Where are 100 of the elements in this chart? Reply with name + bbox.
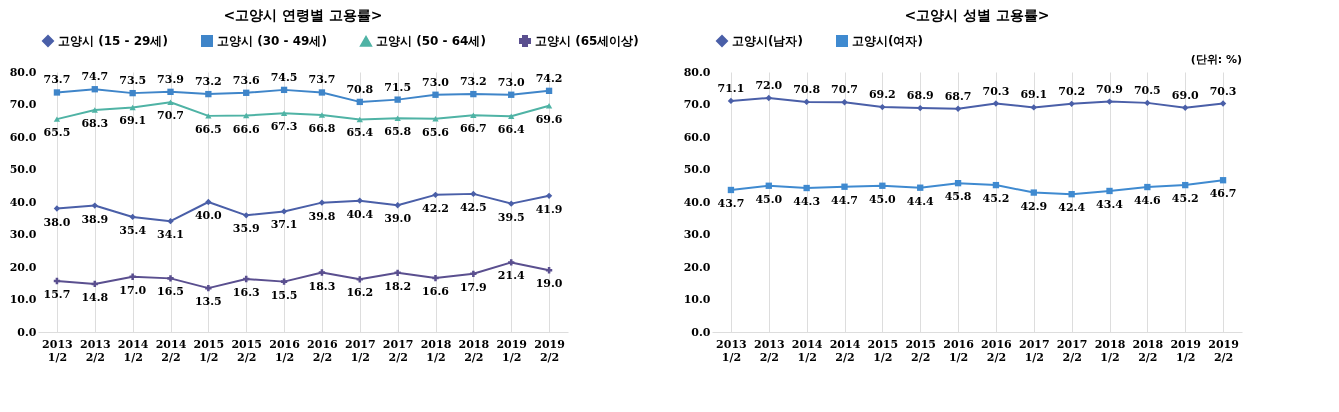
x-tick-label: 2017 2/2	[1056, 337, 1088, 364]
data-label: 73.7	[43, 73, 71, 87]
point	[879, 182, 886, 189]
data-label: 39.5	[497, 210, 525, 224]
data-label: 45.0	[755, 192, 783, 206]
y-tick-label: 60.0	[683, 130, 711, 144]
point	[470, 190, 477, 198]
data-label: 66.5	[194, 122, 222, 136]
data-label: 66.7	[459, 122, 487, 136]
point	[243, 212, 250, 219]
y-tick-label: 10.0	[683, 293, 711, 306]
data-label: 34.1	[157, 228, 184, 242]
point	[280, 110, 288, 117]
y-tick-label: 40.0	[683, 195, 711, 209]
x-tick-label: 2016 1/2	[269, 337, 301, 364]
x-tick-label: 2018 1/2	[1094, 337, 1126, 364]
data-label: 13.5	[194, 295, 222, 309]
data-label: 73.7	[308, 73, 336, 87]
data-label: 71.1	[717, 81, 745, 95]
data-label: 67.3	[270, 120, 298, 134]
x-tick-label: 2019 1/2	[496, 337, 528, 364]
point	[1106, 187, 1113, 195]
point	[243, 112, 250, 119]
point	[129, 104, 136, 111]
point	[803, 98, 810, 106]
data-label: 45.8	[944, 190, 972, 204]
point	[765, 94, 772, 102]
data-label: 42.2	[422, 201, 449, 215]
data-label: 73.5	[119, 74, 147, 88]
point	[508, 259, 515, 266]
data-label: 70.3	[1209, 84, 1237, 98]
point	[1144, 183, 1151, 191]
y-tick-label: 60.0	[9, 130, 37, 144]
point	[394, 115, 401, 121]
data-label: 42.9	[1020, 199, 1048, 213]
data-label: 65.8	[384, 125, 412, 139]
point	[470, 90, 477, 98]
point	[356, 98, 363, 106]
point	[1182, 181, 1189, 189]
data-label: 43.4	[1096, 197, 1124, 211]
point	[432, 274, 439, 282]
point	[91, 86, 98, 93]
data-label: 40.0	[194, 209, 223, 222]
x-tick-label: 2016 2/2	[981, 337, 1013, 364]
x-tick-label: 2015 2/2	[905, 337, 937, 364]
data-label: 68.9	[906, 89, 934, 103]
x-tick-label: 2015 2/2	[231, 337, 263, 364]
point	[318, 112, 326, 118]
x-tick-label: 2016 1/2	[943, 337, 975, 364]
data-label: 70.8	[346, 82, 374, 96]
point	[205, 198, 212, 206]
data-label: 40.4	[346, 207, 374, 221]
data-label: 38.0	[43, 215, 71, 229]
point	[129, 89, 136, 97]
data-label: 73.6	[232, 73, 260, 87]
data-label: 45.2	[982, 192, 1010, 206]
data-label: 65.6	[422, 125, 450, 139]
y-tick-label: 10.0	[9, 293, 37, 306]
data-label: 68.7	[944, 89, 972, 103]
point	[1106, 98, 1113, 105]
data-label: 46.7	[1209, 187, 1237, 201]
y-tick-label: 40.0	[9, 195, 37, 209]
x-tick-label: 2018 1/2	[420, 337, 452, 364]
y-tick-label: 30.0	[9, 228, 37, 241]
data-label: 70.2	[1058, 84, 1086, 98]
point	[243, 89, 250, 96]
point	[280, 208, 288, 215]
point	[129, 213, 136, 221]
point	[91, 107, 98, 113]
data-label: 70.7	[831, 83, 858, 97]
y-tick-label: 0.0	[17, 325, 37, 339]
data-label: 71.5	[384, 80, 412, 94]
data-label: 74.2	[535, 71, 563, 85]
x-tick-label: 2013 1/2	[716, 337, 747, 364]
data-label: 44.7	[831, 193, 858, 207]
y-tick-label: 80.0	[9, 65, 37, 79]
data-label: 73.2	[194, 75, 222, 89]
point	[91, 202, 98, 209]
x-tick-label: 2014 1/2	[117, 337, 149, 364]
x-tick-label: 2015 1/2	[867, 337, 899, 364]
data-label: 16.6	[422, 285, 450, 299]
point	[545, 103, 553, 109]
data-label: 16.2	[346, 286, 374, 300]
point	[803, 184, 810, 192]
data-label: 74.7	[81, 70, 109, 84]
point	[508, 200, 515, 207]
point	[841, 99, 848, 106]
point	[508, 91, 515, 98]
legend-label: 고양시 (65세이상)	[535, 34, 639, 48]
data-label: 41.9	[535, 202, 563, 216]
data-label: 69.2	[868, 88, 896, 102]
data-label: 17.9	[459, 280, 487, 294]
data-label: 42.4	[1058, 201, 1086, 215]
y-tick-label: 20.0	[9, 260, 37, 274]
data-label: 17.0	[119, 283, 147, 297]
data-label: 66.8	[308, 121, 336, 135]
y-tick-label: 30.0	[683, 228, 711, 241]
point	[545, 192, 553, 199]
legend-label: 고양시 (50 - 64세)	[376, 34, 486, 49]
legend-label: 고양시(여자)	[852, 34, 923, 48]
